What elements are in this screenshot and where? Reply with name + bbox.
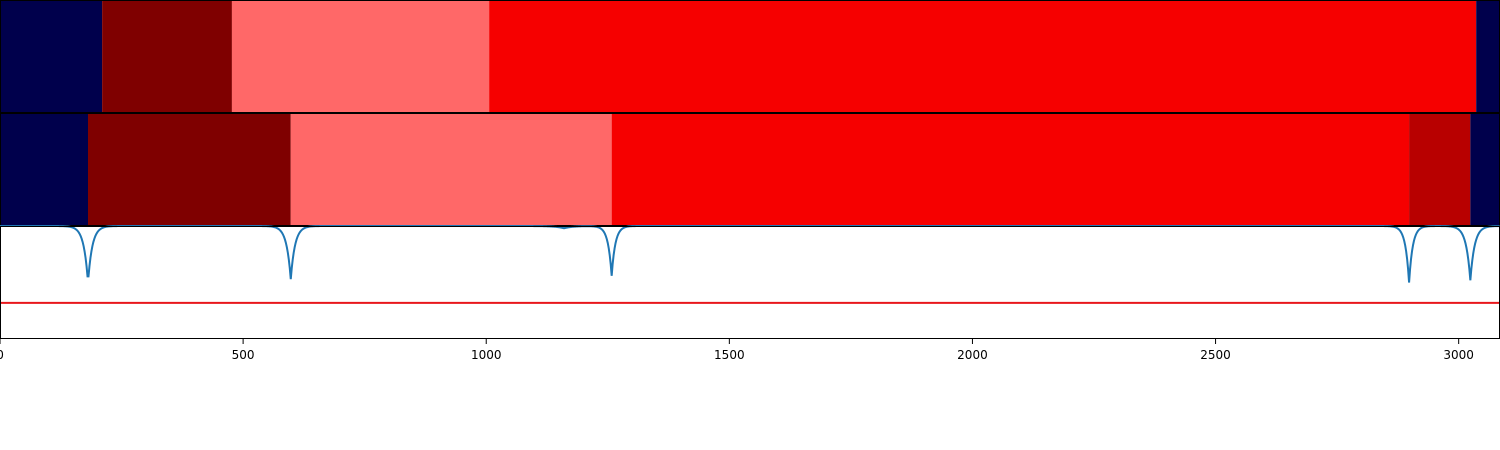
x-tick-label: 2500 bbox=[1200, 348, 1231, 362]
segment-2-6 bbox=[1470, 113, 1500, 226]
x-tick-label: 3000 bbox=[1443, 348, 1474, 362]
segment-2-2 bbox=[88, 113, 291, 226]
segment-1-4 bbox=[489, 0, 1477, 113]
x-tick-label: 0 bbox=[0, 348, 4, 362]
signal-plot bbox=[0, 225, 1500, 339]
segment-1-5 bbox=[1476, 0, 1500, 113]
x-tick-label: 500 bbox=[232, 348, 255, 362]
x-tick-label: 2000 bbox=[957, 348, 988, 362]
segment-2-4 bbox=[611, 113, 1410, 226]
x-tick-label: 1000 bbox=[471, 348, 502, 362]
x-tick-label: 1500 bbox=[714, 348, 745, 362]
segment-2-3 bbox=[290, 113, 612, 226]
segment-2-1 bbox=[0, 113, 89, 226]
segment-bar-top bbox=[0, 0, 1500, 113]
segment-1-2 bbox=[102, 0, 232, 113]
panel-frame-3 bbox=[0, 226, 1500, 339]
segment-1-3 bbox=[231, 0, 490, 113]
x-axis: 0 500 1000 1500 2000 2500 3000 bbox=[0, 339, 1474, 362]
segment-2-5 bbox=[1409, 113, 1471, 226]
signal-line bbox=[0, 225, 1500, 283]
segment-1-1 bbox=[0, 0, 103, 113]
segment-bar-middle bbox=[0, 113, 1500, 226]
